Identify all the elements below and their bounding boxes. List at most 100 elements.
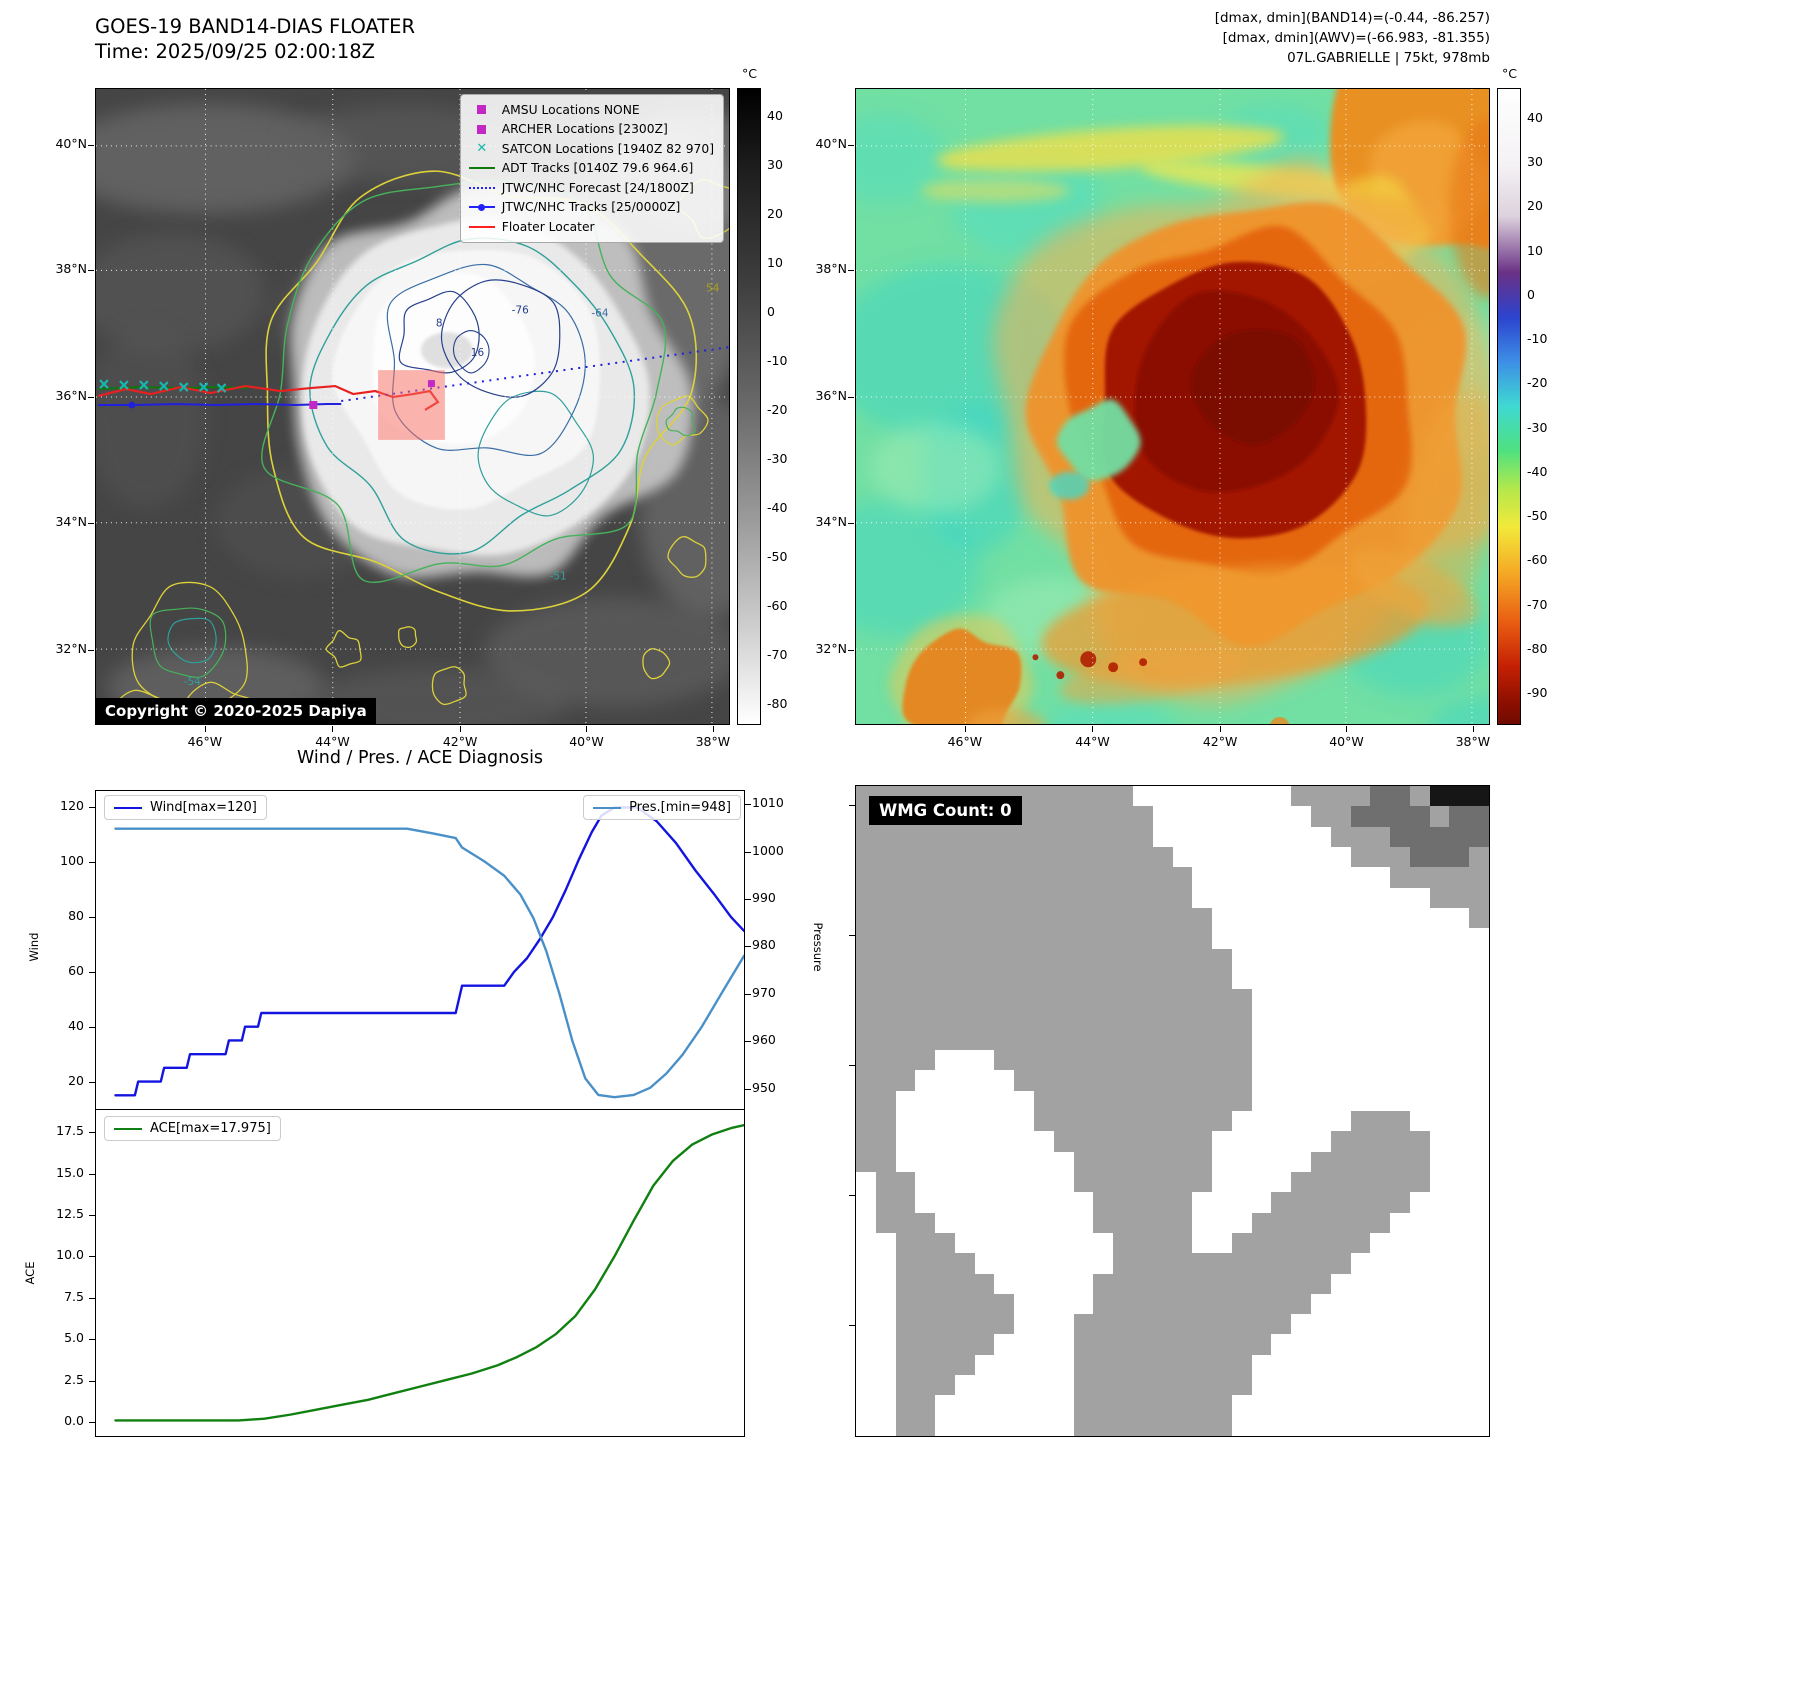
awv-colorbar-tick: 20 (1527, 198, 1543, 214)
band14-lat-tick-label: 40°N (55, 136, 87, 151)
ace-axis-tick-label: 0.0 (64, 1413, 84, 1429)
awv-lon-tickmark (1092, 726, 1094, 732)
band14-colorbar-tick: -40 (767, 500, 788, 516)
pressure-line-swatch (593, 806, 622, 809)
pressure-axis-tick-label: 990 (752, 890, 776, 906)
wmg-grid-row (856, 1293, 1489, 1315)
pressure-axis-tickmark (745, 993, 751, 995)
wmg-grid-row (856, 1334, 1489, 1355)
wmg-grid-row (856, 1009, 1489, 1030)
wind-axis-tick-label: 80 (68, 907, 84, 923)
wmg-grid-row (856, 1415, 1489, 1436)
awv-colorbar (1497, 88, 1521, 725)
awv-lat-tickmark (848, 145, 854, 146)
ace-legend-label: ACE[max=17.975] (150, 1121, 271, 1136)
band14-colorbar-tick: -10 (767, 353, 788, 369)
contour-label: 54 (706, 282, 720, 294)
wmg-grid-row (856, 1090, 1489, 1111)
legend-label: ADT Tracks [0140Z 79.6 964.6] (501, 161, 694, 176)
awv-lat-tickmark (848, 523, 854, 525)
satellite-product-name: GOES-19 BAND14-DIAS FLOATER (95, 15, 416, 38)
adt-track-icon (468, 167, 495, 170)
contour-label: 16 (471, 347, 484, 359)
wmg-grid-row (856, 1050, 1489, 1071)
legend-label: ARCHER Locations [2300Z] (501, 122, 668, 137)
awv-lon-tickmark (964, 726, 966, 732)
band14-colorbar-tick: -70 (767, 647, 788, 663)
awv-lat-tickmark (848, 269, 854, 271)
forecast-track-icon (468, 186, 495, 189)
awv-lon-tick-label: 42°W (1202, 734, 1238, 749)
wmg-grid-row (856, 846, 1489, 868)
ace-axis-tickmark (89, 1256, 95, 1258)
band14-lon-tick-label: 42°W (442, 734, 478, 749)
wmg-grid-row (856, 1253, 1489, 1274)
wmg-grid-row (856, 1354, 1489, 1376)
legend-item: JTWC/NHC Tracks [25/0000Z] (468, 198, 714, 218)
awv-colorbar-tick: 10 (1527, 242, 1543, 258)
band14-colorbar-tick: -60 (767, 598, 788, 614)
awv-lon-tick-label: 38°W (1455, 734, 1491, 749)
contour-label: -54 (184, 676, 201, 688)
pressure-legend: Pres.[min=948] (583, 795, 741, 820)
wmg-grid-row (856, 1029, 1489, 1051)
awv-lat-tick-label: 40°N (815, 136, 847, 151)
awv-lat-tick-label: 38°N (815, 260, 847, 276)
ace-plot (114, 1124, 744, 1422)
band14-lat-tickmark (88, 523, 94, 525)
wmg-axis-tickmark (849, 1195, 855, 1196)
wmg-grid-row (856, 1314, 1489, 1335)
satcon-marker-icon: ✕ (476, 141, 488, 157)
pressure-axis-tickmark (745, 1041, 751, 1043)
pressure-axis-tick-label: 960 (752, 1032, 776, 1048)
legend-label: SATCON Locations [1940Z 82 970] (501, 141, 714, 156)
band14-lat-tickmark (88, 396, 94, 398)
ace-axis-tickmark (89, 1380, 95, 1382)
wind-axis-tick-label: 20 (68, 1073, 84, 1089)
wmg-grid (856, 786, 1489, 1436)
awv-lat-tick-label: 32°N (815, 640, 847, 656)
satellite-product-time: Time: 2025/09/25 02:00:18Z (95, 40, 376, 63)
band14-lon-tick-label: 44°W (315, 734, 350, 749)
wind-axis-label: Wind (27, 932, 41, 962)
wmg-grid-row (856, 867, 1489, 888)
awv-colorbar-tick: -40 (1527, 463, 1548, 479)
awv-lat-tick-label: 34°N (815, 514, 847, 530)
wind-axis-tickmark (89, 916, 95, 918)
band14-colorbar-tick: 10 (767, 255, 783, 271)
legend-item: AMSU Locations NONE (469, 100, 714, 120)
awv-lat-tickmark (848, 396, 854, 398)
awv-lat-tick-label: 36°N (815, 387, 847, 403)
awv-satellite-image (856, 89, 1489, 724)
wmg-grid-row (856, 989, 1489, 1010)
band14-lat-tickmark (88, 269, 94, 271)
band14-lon-tickmark (204, 726, 206, 732)
pressure-axis-tickmark (745, 851, 751, 853)
awv-lon-tickmark (1346, 726, 1348, 732)
legend-label: JTWC/NHC Tracks [25/0000Z] (501, 200, 681, 215)
awv-colorbar-tick: -30 (1527, 419, 1548, 435)
awv-colorbar-tick: -20 (1527, 375, 1548, 391)
awv-colorbar-tick: -70 (1527, 596, 1548, 612)
wind-legend: Wind[max=120] (104, 795, 267, 820)
wmg-grid-row (856, 1171, 1489, 1193)
wind-pressure-chart: Wind[max=120] Pres.[min=948] (95, 790, 745, 1110)
map-legend: AMSU Locations NONE ARCHER Locations [230… (459, 94, 724, 243)
tl-panel-title: GOES-19 BAND14-DIAS FLOATER Time: 2025/0… (95, 14, 415, 64)
band14-lon-tick-label: 38°W (695, 734, 731, 749)
wmg-grid-row (856, 1375, 1489, 1396)
wmg-grid-row (856, 907, 1489, 929)
contour-label: -64 (591, 307, 608, 319)
pressure-axis-tickmark (745, 1088, 751, 1090)
pressure-axis-tickmark (745, 804, 751, 806)
band14-lon-tickmark (460, 726, 462, 732)
ace-axis-tickmark (89, 1132, 95, 1134)
wmg-grid-row (856, 1192, 1489, 1213)
diagnosis-title: Wind / Pres. / ACE Diagnosis (296, 748, 544, 768)
ace-axis-tickmark (89, 1297, 95, 1299)
pressure-axis-tick-label: 1010 (752, 795, 784, 811)
wmg-grid-row (856, 1151, 1489, 1172)
awv-lon-tickmark (1472, 726, 1474, 732)
band14-lat-tick-label: 38°N (55, 260, 87, 276)
wmg-map-panel: WMG Count: 0 (855, 785, 1490, 1437)
